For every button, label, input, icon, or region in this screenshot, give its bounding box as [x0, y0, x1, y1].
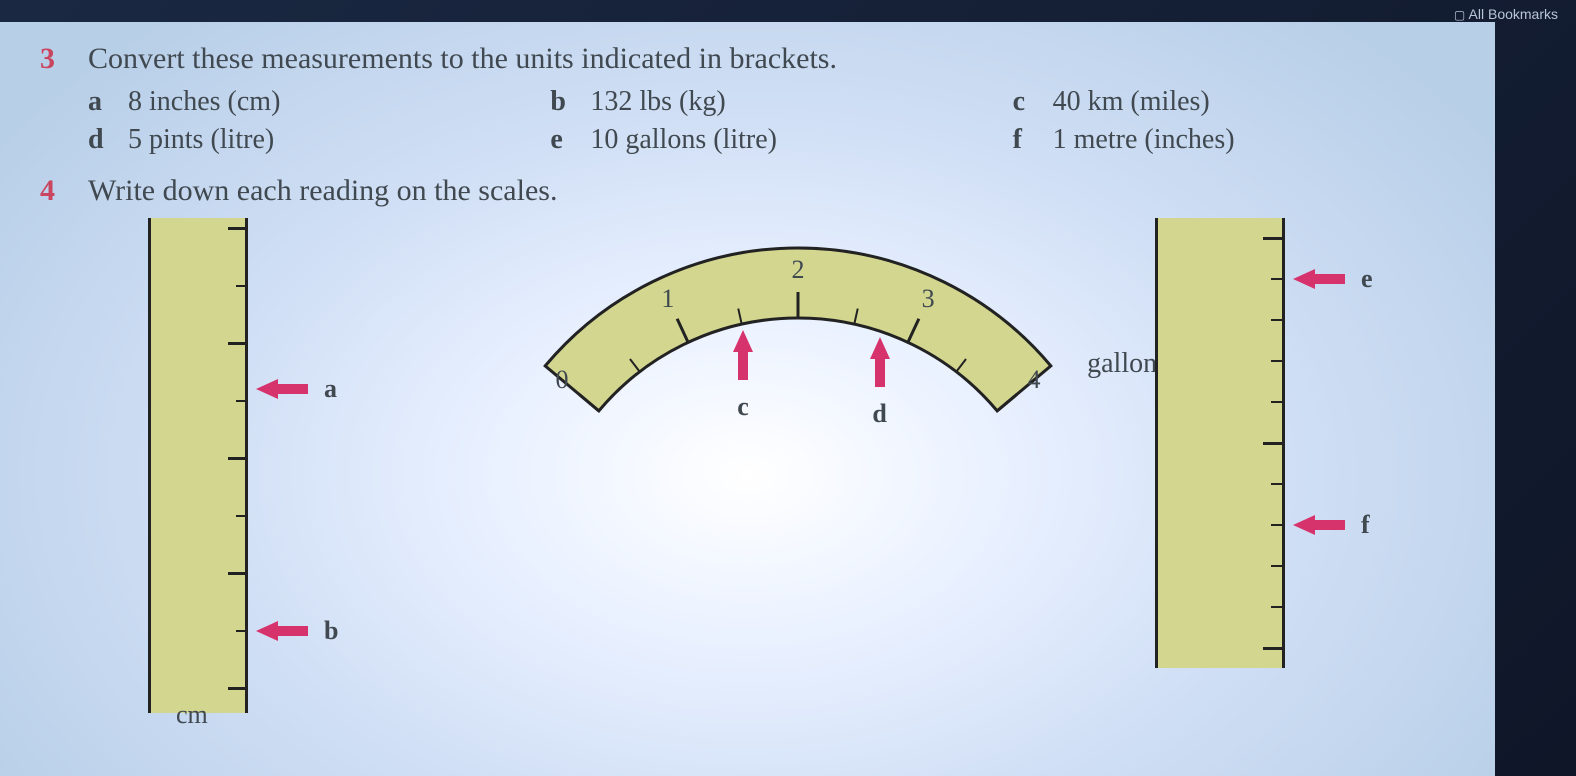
ruler-unit: cm — [176, 700, 208, 730]
pointer-label: c — [737, 392, 749, 422]
arrow-stem — [875, 359, 885, 387]
ruler-scale: 010203040 cm ab — [148, 218, 348, 728]
question-number: 3 — [40, 42, 88, 76]
jug-scale: 1 litre500 ml0 ef — [1155, 218, 1385, 698]
pointer-label: e — [1361, 264, 1373, 294]
sub-letter: b — [550, 86, 590, 118]
jug-minor-tick — [1271, 319, 1285, 321]
jug-major-tick — [1263, 442, 1285, 445]
pointer-c: c — [733, 330, 753, 422]
gauge-label: 1 — [661, 284, 674, 313]
jug-major-tick — [1263, 237, 1285, 240]
pointer-label: f — [1361, 510, 1370, 540]
bookmarks-label[interactable]: All Bookmarks — [1454, 6, 1558, 22]
ruler-major-tick — [228, 342, 248, 345]
sub-letter: f — [1013, 124, 1053, 156]
pointer-b: b — [256, 616, 338, 646]
sub-question: b132 lbs (kg) — [550, 86, 992, 118]
ruler-major-tick — [228, 687, 248, 690]
gauge-label: 4 — [1027, 365, 1040, 394]
sub-letter: e — [550, 124, 590, 156]
sub-letter: a — [88, 86, 128, 118]
arrow-up-icon — [870, 337, 890, 359]
sub-question: d5 pints (litre) — [88, 124, 530, 156]
arrow-stem — [1315, 274, 1345, 284]
ruler-minor-tick — [236, 515, 248, 517]
sub-question: c40 km (miles) — [1013, 86, 1455, 118]
question-3: 3 Convert these measurements to the unit… — [40, 42, 1455, 156]
question-stem: Convert these measurements to the units … — [88, 42, 1455, 76]
sub-question: f1 metre (inches) — [1013, 124, 1455, 156]
gauge-scale: 01234 gallons cd — [518, 218, 1078, 478]
sub-text: 40 km (miles) — [1053, 86, 1210, 118]
gauge-label: 2 — [792, 255, 805, 284]
pointer-d: d — [870, 337, 890, 429]
sub-text: 10 gallons (litre) — [590, 124, 777, 156]
gauge-label: 0 — [556, 365, 569, 394]
pointer-label: b — [324, 616, 338, 646]
scales-area: 010203040 cm ab 01234 gallons cd 1 litre… — [88, 218, 1455, 748]
pointer-label: d — [872, 399, 886, 429]
jug-minor-tick — [1271, 360, 1285, 362]
jug-minor-tick — [1271, 401, 1285, 403]
sub-text: 132 lbs (kg) — [590, 86, 725, 118]
ruler-major-tick — [228, 227, 248, 230]
pointer-label: a — [324, 374, 337, 404]
arrow-stem — [278, 626, 308, 636]
arrow-left-icon — [1293, 515, 1315, 535]
jug-major-tick — [1263, 647, 1285, 650]
jug-minor-tick — [1271, 565, 1285, 567]
question-number: 4 — [40, 174, 88, 208]
textbook-page: 3 Convert these measurements to the unit… — [0, 22, 1495, 776]
sub-text: 1 metre (inches) — [1053, 124, 1235, 156]
arrow-left-icon — [1293, 269, 1315, 289]
arrow-stem — [1315, 520, 1345, 530]
jug-minor-tick — [1271, 524, 1285, 526]
pointer-e: e — [1293, 264, 1373, 294]
arrow-stem — [278, 384, 308, 394]
arrow-left-icon — [256, 379, 278, 399]
question-stem: Write down each reading on the scales. — [88, 174, 1455, 208]
ruler-major-tick — [228, 457, 248, 460]
gauge-label: 3 — [922, 284, 935, 313]
sub-question: e10 gallons (litre) — [550, 124, 992, 156]
ruler-major-tick — [228, 572, 248, 575]
sub-text: 8 inches (cm) — [128, 86, 280, 118]
jug-minor-tick — [1271, 606, 1285, 608]
question-4: 4 Write down each reading on the scales.… — [40, 174, 1455, 748]
ruler-minor-tick — [236, 400, 248, 402]
pointer-a: a — [256, 374, 337, 404]
pointer-f: f — [1293, 510, 1370, 540]
sub-letter: d — [88, 124, 128, 156]
ruler-minor-tick — [236, 630, 248, 632]
sub-letter: c — [1013, 86, 1053, 118]
ruler-minor-tick — [236, 285, 248, 287]
arrow-stem — [738, 352, 748, 380]
jug-minor-tick — [1271, 483, 1285, 485]
arrow-left-icon — [256, 621, 278, 641]
arrow-up-icon — [733, 330, 753, 352]
sub-question: a8 inches (cm) — [88, 86, 530, 118]
jug-minor-tick — [1271, 278, 1285, 280]
sub-text: 5 pints (litre) — [128, 124, 274, 156]
